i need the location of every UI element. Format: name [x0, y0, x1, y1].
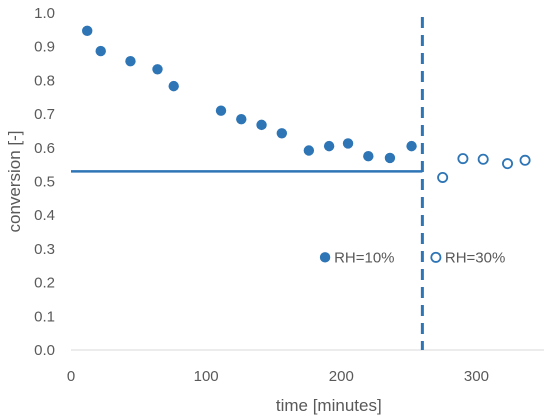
y-tick-label: 0.2	[34, 275, 55, 292]
data-point-rh30	[437, 171, 449, 183]
x-tick-label: 300	[464, 368, 489, 385]
legend-marker	[430, 251, 442, 263]
y-tick-label: 0.5	[34, 174, 55, 191]
data-points	[82, 25, 531, 183]
data-point-rh10	[125, 55, 136, 67]
y-tick-label: 0.8	[34, 72, 55, 89]
y-tick-label: 0.9	[34, 39, 55, 56]
data-point-rh10	[303, 145, 315, 156]
y-tick-label: 0.3	[34, 241, 55, 258]
data-point-rh10	[276, 128, 288, 139]
y-tick-label: 0.0	[34, 342, 55, 359]
data-point-rh10	[406, 140, 417, 152]
x-tick-label: 200	[329, 368, 354, 385]
reference-lines	[71, 17, 424, 350]
data-point-rh10	[363, 151, 374, 162]
y-tick-label: 0.4	[34, 207, 55, 224]
y-axis-ticks: 0.0 0.1 0.2 0.3 0.4 0.5 0.6 0.7 0.8 0.9 1.0	[34, 5, 55, 359]
y-tick-label: 0.7	[34, 106, 55, 123]
y-tick-label: 0.1	[34, 308, 55, 325]
legend-marker	[319, 252, 331, 263]
data-point-rh10	[384, 152, 396, 164]
y-tick-label: 1.0	[34, 5, 55, 22]
data-point-rh30	[519, 154, 531, 166]
x-axis-ticks: 0 100 200 300	[67, 368, 489, 385]
data-point-rh10	[82, 25, 93, 37]
legend: RH=10% RH=30%	[319, 249, 505, 266]
data-point-rh10	[215, 105, 227, 116]
data-point-rh30	[477, 153, 489, 165]
data-point-rh30	[502, 158, 514, 170]
data-point-rh10	[236, 113, 247, 125]
x-tick-label: 100	[194, 368, 219, 385]
x-axis-label: time [minutes]	[276, 396, 382, 415]
x-tick-label: 0	[67, 368, 75, 385]
data-point-rh10	[152, 64, 163, 75]
legend-label: RH=10%	[334, 249, 394, 266]
data-point-rh10	[256, 119, 267, 131]
y-tick-label: 0.6	[34, 140, 55, 157]
data-point-rh10	[95, 45, 106, 57]
data-point-rh30	[457, 153, 469, 165]
legend-label: RH=30%	[445, 249, 505, 266]
data-point-rh10	[168, 80, 179, 92]
data-point-rh10	[342, 138, 354, 149]
y-axis-label: conversion [-]	[5, 130, 24, 232]
data-point-rh10	[323, 140, 335, 152]
